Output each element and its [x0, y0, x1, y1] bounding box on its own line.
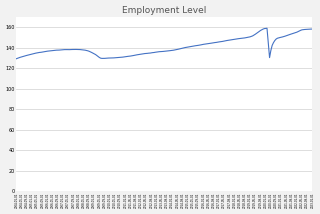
Title: Employment Level: Employment Level	[122, 6, 207, 15]
